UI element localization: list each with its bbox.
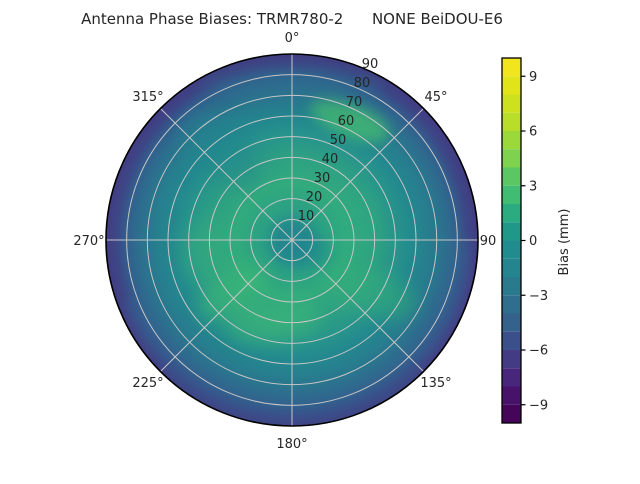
cbar-label-m3: −3 [529,289,548,304]
cbar-seg [502,277,521,296]
angle-label-180: 180° [276,437,307,452]
green-band-lower-right [328,266,416,318]
cbar-seg [502,313,521,332]
radial-label-10: 10 [298,209,315,224]
cbar-seg [502,222,521,241]
cbar-label-m6: −6 [529,344,548,359]
angle-label-135: 135° [420,376,451,391]
rim-dark-arc [106,54,478,304]
cbar-label-0: 0 [529,234,537,249]
angle-label-0: 0° [285,31,300,46]
angle-labels: 0° 45° 90 135° 180° 225° 270° 315° [73,31,496,452]
cbar-seg [502,112,521,131]
cbar-seg [502,350,521,369]
radial-label-50: 50 [330,133,347,148]
radial-label-70: 70 [346,95,363,110]
radial-label-80: 80 [354,76,371,91]
colorbar-axis-label: Bias (mm) [557,209,572,276]
cbar-seg [502,94,521,113]
cbar-label-3: 3 [529,179,537,194]
cbar-seg [502,258,521,277]
cbar-seg [502,58,521,77]
cbar-seg [502,386,521,405]
radial-labels: 10 20 30 40 50 60 70 80 90 [298,57,379,224]
cbar-seg [502,331,521,350]
cbar-seg [502,167,521,186]
colorbar-tick-labels: 9 6 3 0 −3 −6 −9 [529,70,548,413]
colorbar: 9 6 3 0 −3 −6 −9 Bias (mm) [501,57,572,424]
cbar-seg [502,204,521,223]
green-swirl-2 [226,301,318,343]
colorbar-segments [502,58,521,423]
green-band-right [324,192,380,264]
cbar-seg [502,131,521,150]
angle-label-270: 270° [73,234,104,249]
cbar-seg [502,295,521,314]
cbar-seg [502,149,521,168]
colorbar-ticks [521,75,526,406]
radial-label-30: 30 [314,171,331,186]
teal-upper-left [184,115,264,189]
angle-label-315: 315° [132,90,163,105]
spoke-135-315 [160,108,424,372]
cbar-seg [502,76,521,95]
radial-label-90: 90 [362,57,379,72]
cbar-label-9: 9 [529,70,537,85]
radial-label-40: 40 [322,152,339,167]
angle-label-225: 225° [132,376,163,391]
angle-label-90: 90 [480,234,497,249]
green-swirl-3 [182,220,230,284]
cbar-seg [502,368,521,387]
cbar-label-m9: −9 [529,398,548,413]
radial-label-60: 60 [338,114,355,129]
angle-label-45: 45° [424,90,447,105]
cbar-label-6: 6 [529,125,537,140]
green-patch-upper-right [310,97,390,143]
polar-boundary [105,53,479,427]
cbar-seg [502,404,521,423]
polar-grid [106,54,478,426]
radial-label-20: 20 [306,190,323,205]
chart-title: Antenna Phase Biases: TRMR780-2 NONE Bei… [81,10,503,28]
cbar-seg [502,240,521,259]
cbar-seg [502,185,521,204]
